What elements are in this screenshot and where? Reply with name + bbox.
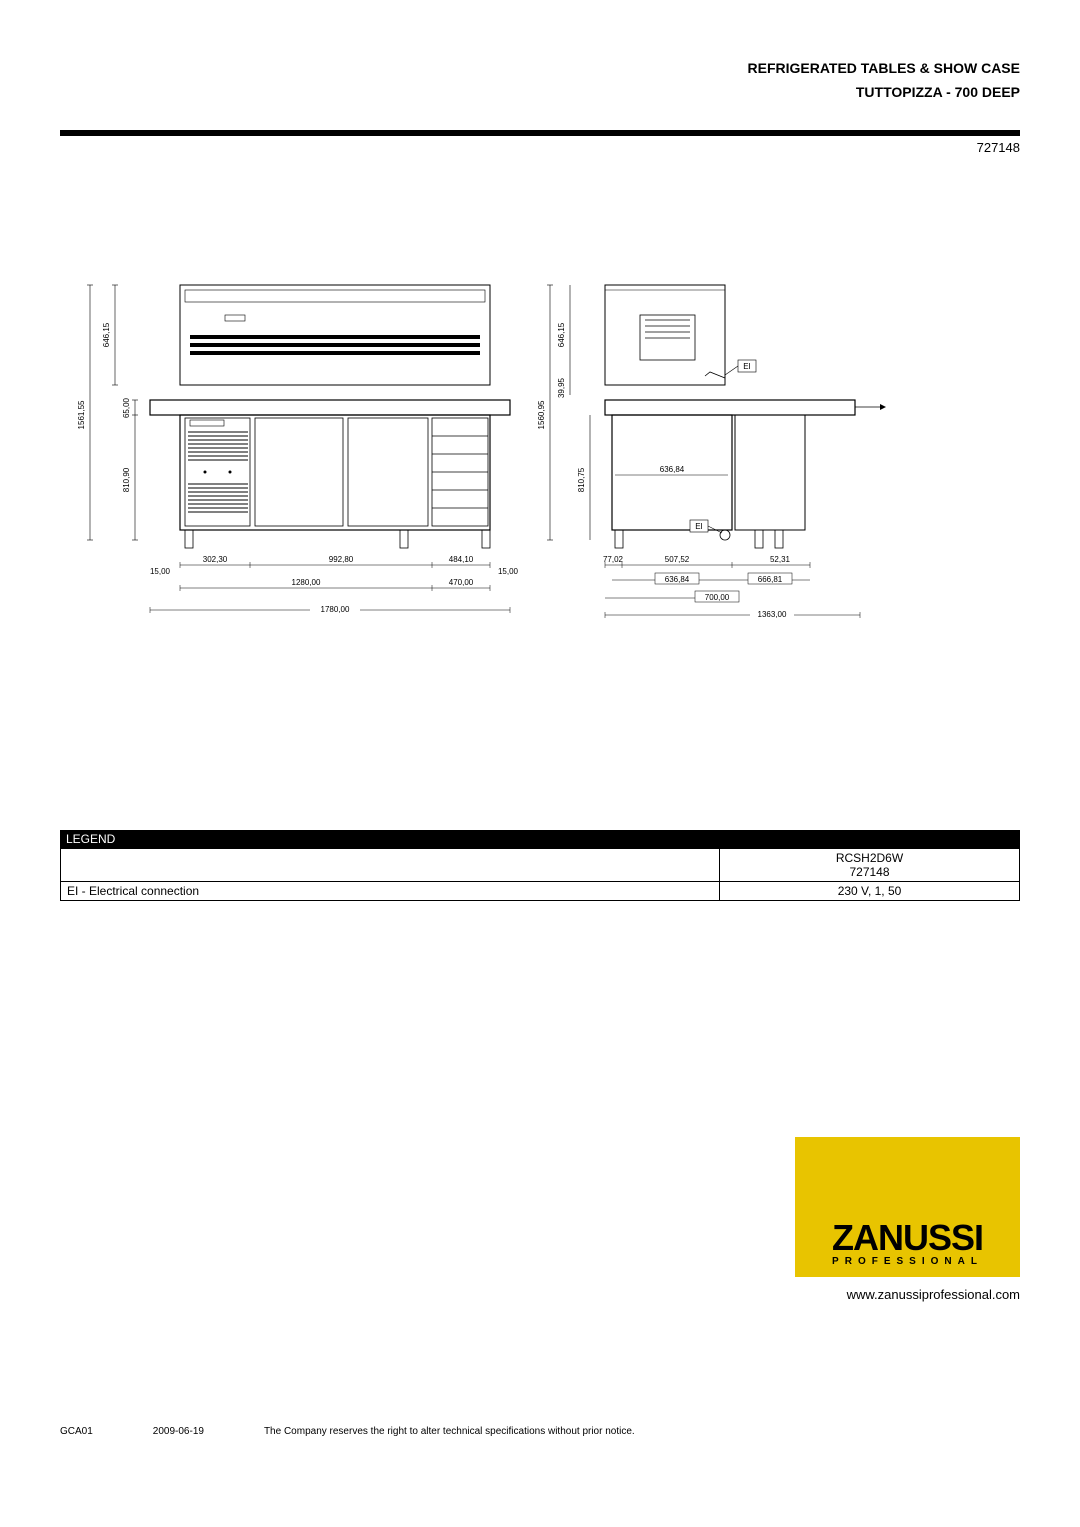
- svg-text:646,15: 646,15: [557, 322, 566, 347]
- legend-header: LEGEND: [60, 830, 1020, 848]
- svg-text:EI: EI: [743, 362, 751, 371]
- legend-table: RCSH2D6W 727148 EI - Electrical connecti…: [60, 848, 1020, 901]
- svg-text:77,02: 77,02: [603, 555, 624, 564]
- brand-logo-text: ZANUSSI: [832, 1222, 983, 1254]
- svg-text:636,84: 636,84: [660, 465, 685, 474]
- header-title: REFRIGERATED TABLES & SHOW CASE: [748, 60, 1021, 76]
- legend-ei-value: 230 V, 1, 50: [720, 882, 1020, 901]
- item-number-top: 727148: [977, 140, 1020, 155]
- svg-text:507,52: 507,52: [665, 555, 690, 564]
- svg-text:666,81: 666,81: [758, 575, 783, 584]
- header-rule: [60, 130, 1020, 136]
- svg-text:470,00: 470,00: [449, 578, 474, 587]
- svg-text:810,75: 810,75: [577, 467, 586, 492]
- svg-text:810,90: 810,90: [122, 467, 131, 492]
- page-header: REFRIGERATED TABLES & SHOW CASE TUTTOPIZ…: [748, 60, 1021, 106]
- svg-text:15,00: 15,00: [498, 567, 519, 576]
- svg-text:992,80: 992,80: [329, 555, 354, 564]
- page-footer: GCA01 2009-06-19 The Company reserves th…: [60, 1426, 1020, 1437]
- svg-text:1363,00: 1363,00: [758, 610, 787, 619]
- svg-text:65,00: 65,00: [122, 397, 131, 418]
- website-url: www.zanussiprofessional.com: [847, 1287, 1020, 1302]
- svg-text:15,00: 15,00: [150, 567, 171, 576]
- svg-text:636,84: 636,84: [665, 575, 690, 584]
- svg-text:646,15: 646,15: [102, 322, 111, 347]
- svg-text:52,31: 52,31: [770, 555, 791, 564]
- brand-logo-sub: PROFESSIONAL: [832, 1256, 983, 1267]
- header-subtitle: TUTTOPIZZA - 700 DEEP: [748, 84, 1021, 100]
- legend-ei-label: EI - Electrical connection: [61, 882, 720, 901]
- svg-text:484,10: 484,10: [449, 555, 474, 564]
- footer-code: GCA01: [60, 1426, 93, 1437]
- svg-text:1560,95: 1560,95: [537, 400, 546, 429]
- legend-number: 727148: [849, 865, 889, 879]
- svg-text:700,00: 700,00: [705, 593, 730, 602]
- legend-model-cell: RCSH2D6W 727148: [720, 849, 1020, 882]
- legend-ei-row: EI - Electrical connection 230 V, 1, 50: [61, 882, 1020, 901]
- footer-date: 2009-06-19: [153, 1426, 204, 1437]
- svg-text:1780,00: 1780,00: [321, 605, 350, 614]
- svg-text:EI: EI: [695, 522, 703, 531]
- legend-model: RCSH2D6W: [836, 851, 903, 865]
- svg-text:302,30: 302,30: [203, 555, 228, 564]
- svg-text:1561,55: 1561,55: [77, 400, 86, 429]
- technical-drawing: 1561,55 646,15 65,00 810,90: [70, 160, 920, 830]
- svg-text:1280,00: 1280,00: [292, 578, 321, 587]
- footer-disclaimer: The Company reserves the right to alter …: [264, 1426, 635, 1437]
- brand-logo-box: ZANUSSI PROFESSIONAL: [795, 1137, 1020, 1277]
- legend-model-row: RCSH2D6W 727148: [61, 849, 1020, 882]
- legend-empty-cell: [61, 849, 720, 882]
- svg-text:39,95: 39,95: [557, 377, 566, 398]
